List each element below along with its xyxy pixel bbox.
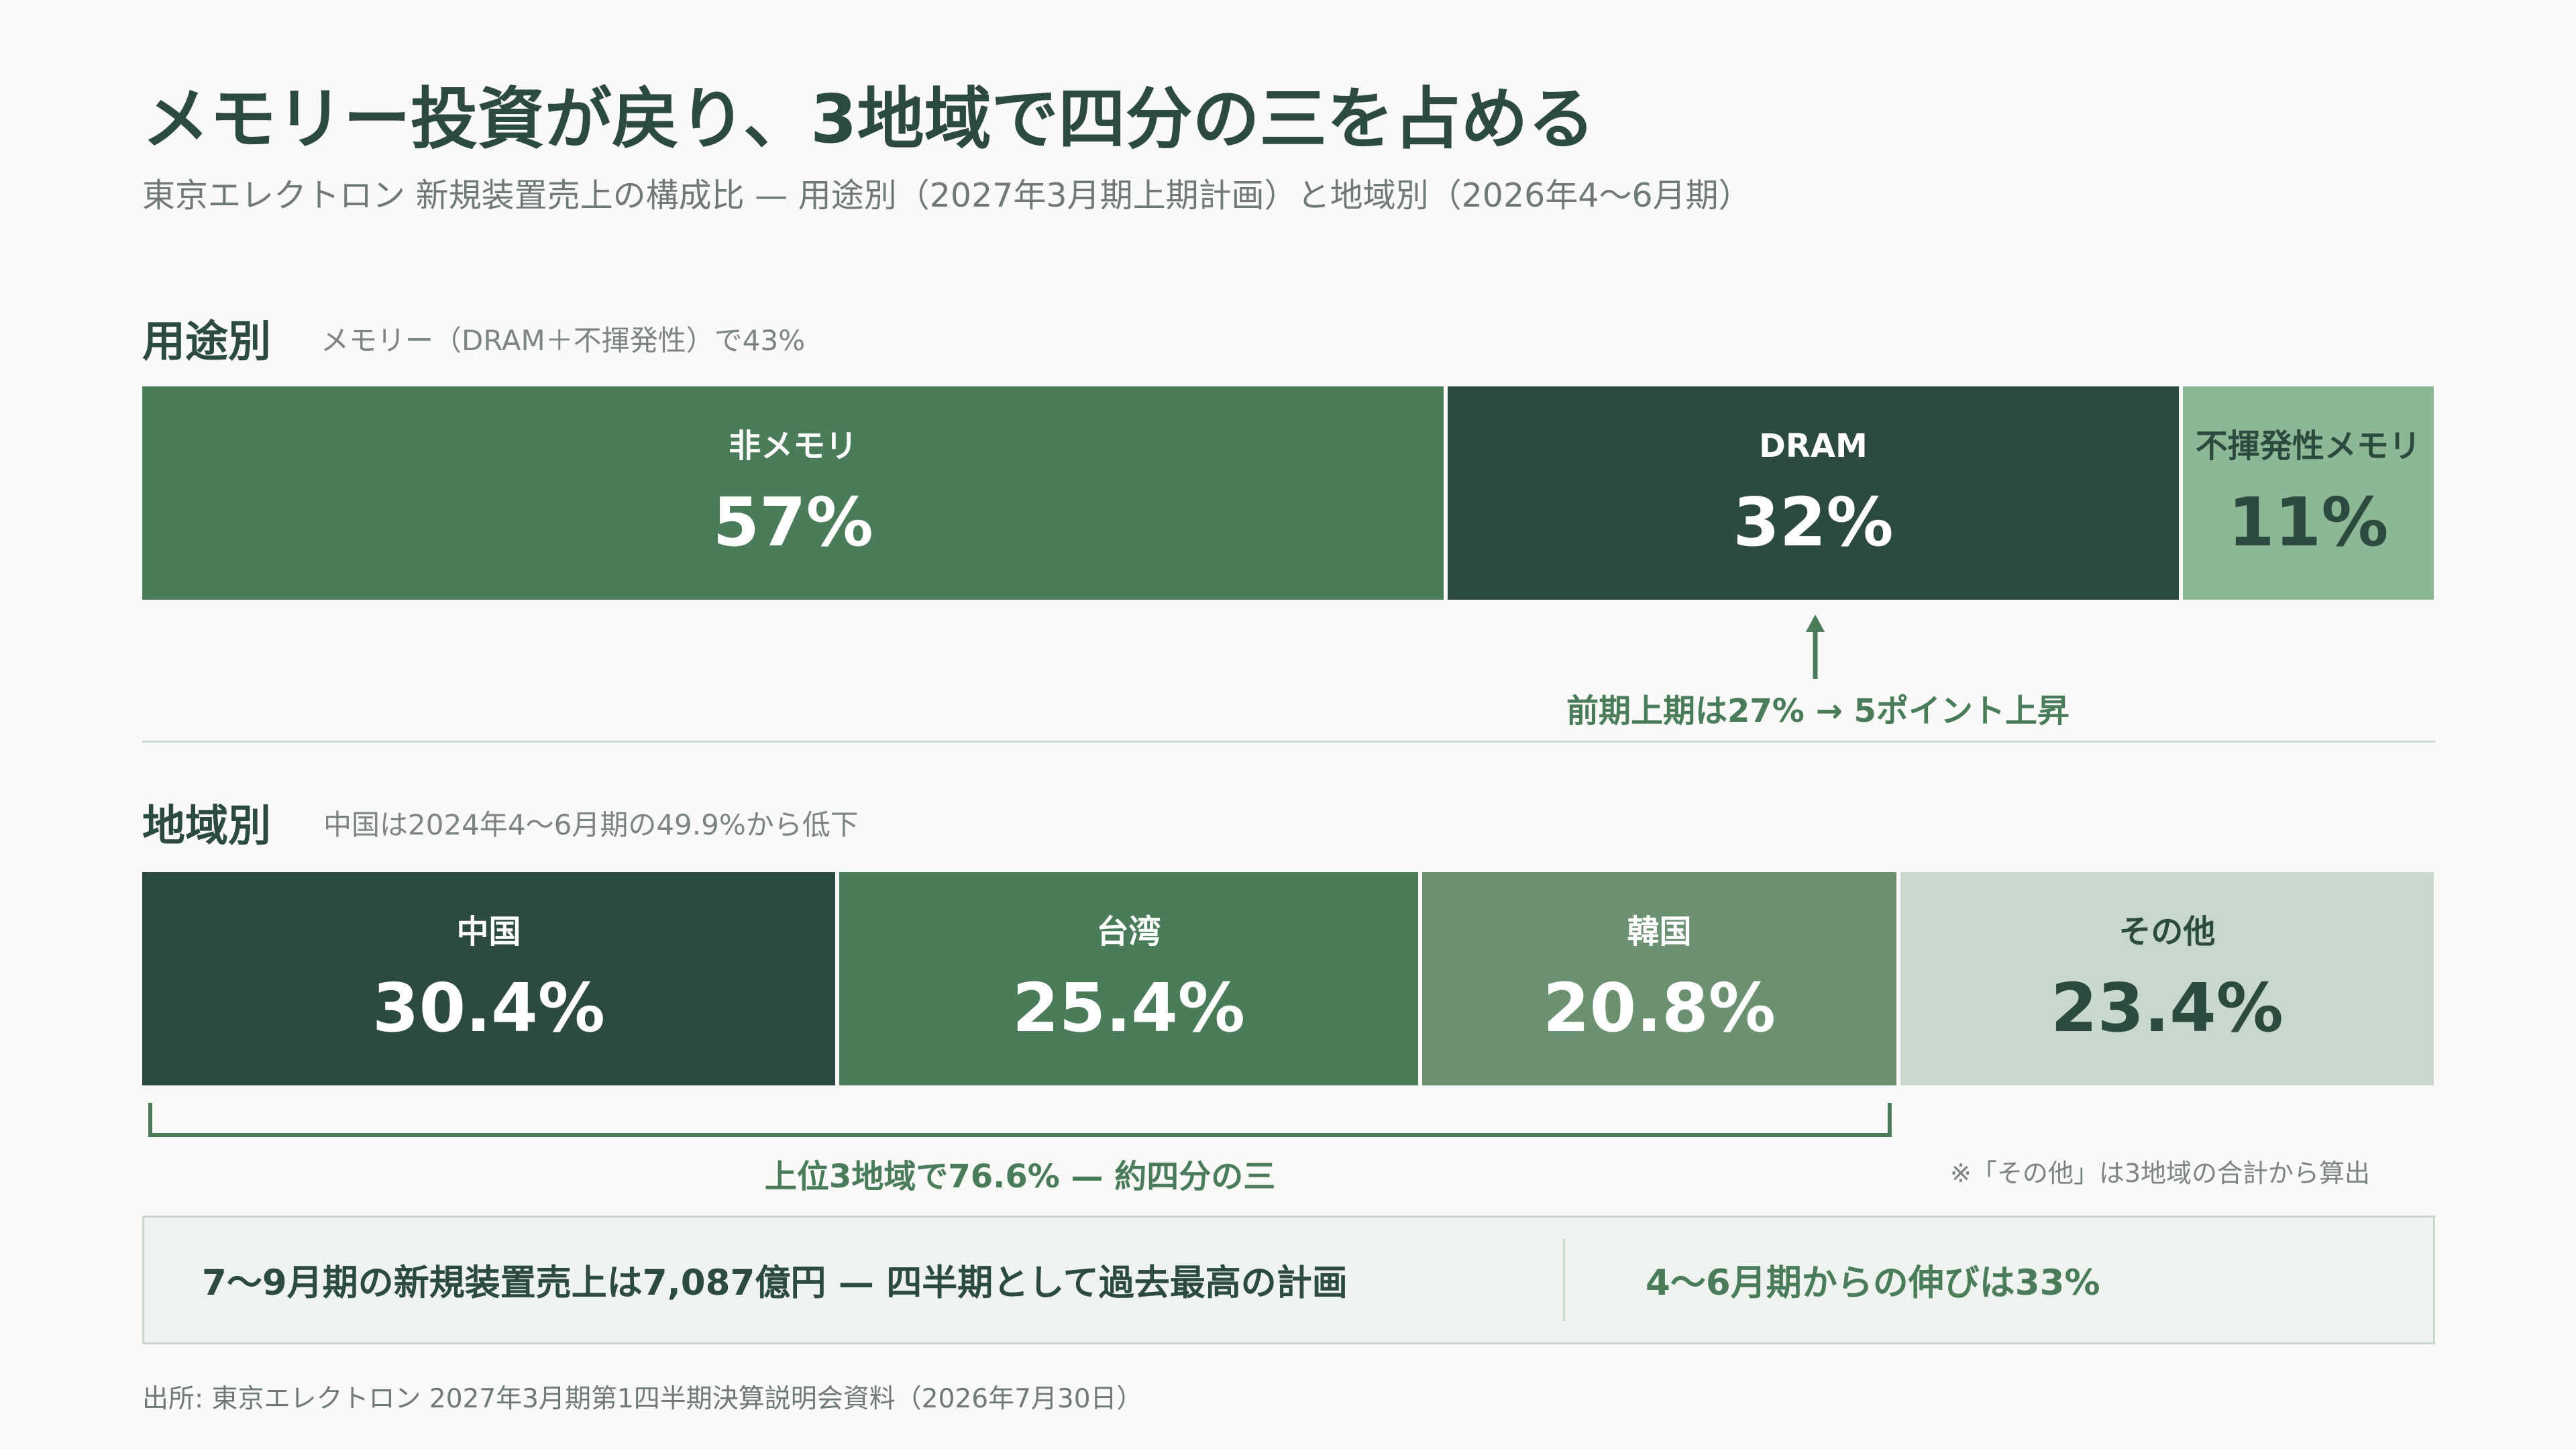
- usage-segment-1: 非メモリ 57%: [142, 386, 1444, 600]
- usage-section-title: 用途別: [142, 317, 271, 367]
- region-segment-value: 30.4%: [372, 969, 605, 1047]
- usage-annotation: 前期上期は27% → 5ポイント上昇: [1566, 692, 2070, 730]
- usage-section-note: メモリー（DRAM＋不揮発性）で43%: [321, 324, 806, 357]
- section-divider: [142, 741, 2435, 743]
- usage-segment-value: 57%: [712, 483, 873, 561]
- usage-segment-label: DRAM: [1759, 427, 1868, 465]
- page-title: メモリー投資が戻り、3地域で四分の三を占める: [142, 80, 1595, 158]
- region-footnote: ※「その他」は3地域の合計から算出: [1950, 1159, 2371, 1188]
- region-section-title: 地域別: [142, 802, 271, 851]
- region-segment-value: 23.4%: [2050, 969, 2284, 1047]
- region-segment-value: 25.4%: [1012, 969, 1245, 1047]
- top3-bracket-line: [148, 1103, 1892, 1137]
- summary-separator: [1563, 1239, 1565, 1321]
- region-segment-label: 台湾: [1096, 913, 1161, 951]
- page-subtitle: 東京エレクトロン 新規装置売上の構成比 — 用途別（2027年3月期上期計画）と…: [142, 176, 1752, 215]
- region-segment-label: 中国: [456, 913, 521, 951]
- region-segment-value: 20.8%: [1543, 969, 1776, 1047]
- region-segment-3: 韓国 20.8%: [1422, 872, 1896, 1085]
- region-segment-4: その他 23.4%: [1900, 872, 2434, 1085]
- usage-segment-label: 不揮発性メモリ: [2195, 427, 2421, 465]
- usage-segment-value: 32%: [1733, 483, 1894, 561]
- summary-left-text: 7〜9月期の新規装置売上は7,087億円 — 四半期として過去最高の計画: [202, 1263, 1348, 1303]
- region-segment-label: その他: [2118, 913, 2216, 951]
- top3-bracket-label: 上位3地域で76.6% — 約四分の三: [764, 1158, 1276, 1195]
- region-segment-label: 韓国: [1627, 913, 1692, 951]
- summary-box: 7〜9月期の新規装置売上は7,087億円 — 四半期として過去最高の計画 4〜6…: [142, 1216, 2435, 1344]
- summary-right-text: 4〜6月期からの伸びは33%: [1646, 1263, 2100, 1303]
- usage-segment-value: 11%: [2228, 483, 2389, 561]
- region-segment-2: 台湾 25.4%: [839, 872, 1419, 1085]
- usage-segment-label: 非メモリ: [729, 427, 858, 465]
- usage-segment-2: DRAM 32%: [1448, 386, 2179, 600]
- region-segment-1: 中国 30.4%: [142, 872, 835, 1085]
- region-section-note: 中国は2024年4〜6月期の49.9%から低下: [323, 808, 859, 841]
- usage-segment-3: 不揮発性メモリ 11%: [2182, 386, 2434, 600]
- top3-bracket: [148, 1103, 1892, 1137]
- source-note: 出所: 東京エレクトロン 2027年3月期第1四半期決算説明会資料（2026年7…: [142, 1384, 1143, 1414]
- usage-stacked-bar: 非メモリ 57% DRAM 32% 不揮発性メモリ 11%: [142, 386, 2434, 600]
- usage-arrow-icon: [1806, 614, 1825, 679]
- region-stacked-bar: 中国 30.4% 台湾 25.4% 韓国 20.8% その他 23.4%: [142, 872, 2434, 1085]
